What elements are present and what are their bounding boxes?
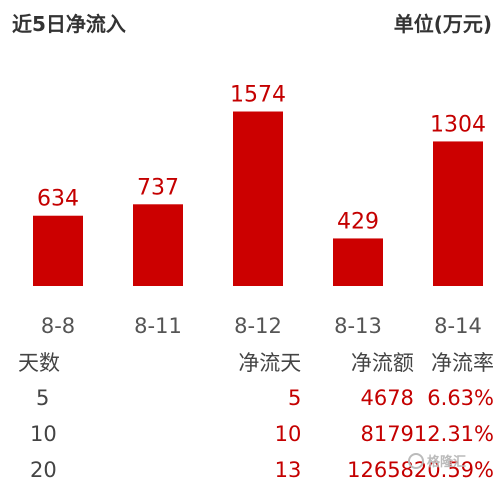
x-tick-label: 8-12 [234, 314, 282, 338]
flow-days-cell: 13 [274, 458, 302, 482]
days-cell: 5 [36, 386, 50, 410]
flow-stats-table: 天数 净流天 净流额 净流率 5 5 4678 6.63% 10 10 8179… [0, 344, 500, 488]
rate-cell: 6.63% [427, 386, 494, 410]
amount-cell: 4678 [360, 386, 414, 410]
days-cell: 10 [30, 422, 57, 446]
x-tick-label: 8-11 [134, 314, 182, 338]
chart-title: 近5日净流入 [12, 12, 126, 36]
header-days: 天数 [18, 351, 60, 375]
stats-row: 5 5 4678 6.63% [0, 380, 500, 416]
bar-8-8 [33, 215, 83, 286]
stats-row: 10 10 8179 12.31% [0, 416, 500, 452]
amount-cell: 12658 [347, 458, 414, 482]
watermark-logo-icon [407, 452, 424, 469]
bar-chart: 634 8-8 737 8-11 1574 8-12 429 8-13 1304 8-14 [33, 83, 486, 338]
data-label: 429 [337, 209, 379, 234]
x-tick-label: 8-14 [434, 314, 482, 338]
bar-8-12 [233, 111, 283, 286]
x-tick-label: 8-13 [334, 314, 382, 338]
header-amount: 净流额 [350, 351, 414, 375]
unit-label: 单位(万元) [393, 12, 492, 36]
data-label: 1574 [230, 83, 286, 108]
watermark: 格隆汇 [407, 451, 466, 470]
stats-row: 20 13 12658 20.59% [0, 452, 500, 488]
data-label: 1304 [430, 112, 486, 137]
header-flow-days: 净流天 [238, 351, 302, 375]
days-cell: 20 [30, 458, 57, 482]
bar-8-13 [333, 238, 383, 286]
header-rate: 净流率 [431, 351, 494, 375]
bar-8-11 [133, 204, 183, 286]
bar-8-14 [433, 141, 483, 286]
stats-header-row: 天数 净流天 净流额 净流率 [0, 344, 500, 380]
x-tick-label: 8-8 [41, 314, 75, 338]
data-label: 737 [137, 175, 179, 200]
rate-cell: 20.59% [413, 458, 494, 482]
data-label: 634 [37, 187, 79, 212]
amount-cell: 8179 [360, 422, 414, 446]
watermark-text: 格隆汇 [426, 455, 466, 470]
flow-days-cell: 5 [287, 386, 302, 410]
flow-days-cell: 10 [274, 422, 302, 446]
rate-cell: 12.31% [413, 422, 494, 446]
